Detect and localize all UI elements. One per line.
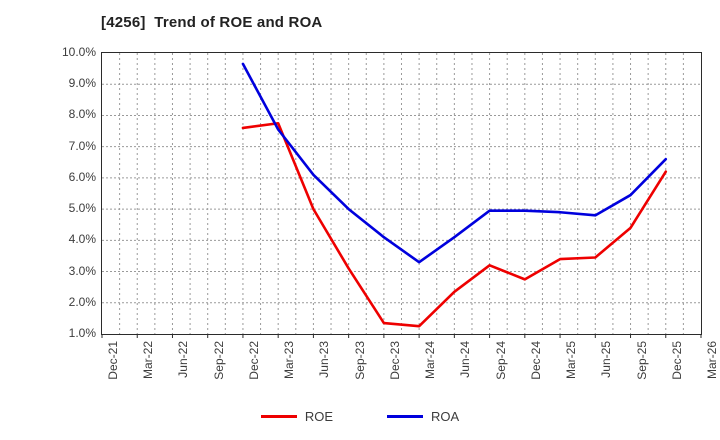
x-axis-tick-label: Dec-21 [106, 341, 120, 380]
x-axis-tick-label: Mar-26 [705, 341, 719, 380]
x-axis-tick-label: Sep-23 [352, 341, 367, 380]
y-axis-tick-label: 10.0% [61, 45, 96, 59]
legend-item-roa[interactable]: ROA [387, 409, 459, 424]
data-series-layer [241, 62, 668, 328]
x-axis-tick-label: Mar-22 [141, 341, 156, 380]
series-line-roa [241, 62, 668, 264]
y-axis-tick-label: 7.0% [68, 138, 96, 153]
x-axis-tick-label: Mar-25 [564, 341, 579, 380]
x-axis-tick-label: Jun-22 [176, 341, 191, 378]
plot-area [101, 52, 702, 338]
x-axis-tick-label: Mar-23 [282, 341, 297, 380]
gridlines [101, 53, 702, 338]
x-axis-tick-label: Jun-23 [317, 341, 332, 378]
chart-title: [4256] Trend of ROE and ROA [101, 14, 323, 31]
chart-legend: ROE ROA [0, 404, 720, 428]
legend-swatch-roe-icon [260, 414, 297, 418]
y-axis-tick-label: 9.0% [68, 76, 96, 91]
y-axis-tick-label: 2.0% [68, 294, 96, 309]
x-axis-tick-label: Sep-24 [493, 341, 508, 380]
x-axis-tick-label: Dec-22 [246, 341, 261, 380]
y-axis-tick-label: 5.0% [68, 201, 96, 216]
x-axis-tick-label: Dec-24 [528, 341, 543, 380]
y-axis-tick-label: 1.0% [68, 326, 96, 340]
x-axis-tick-label: Sep-25 [634, 341, 649, 380]
x-axis-tick-label: Jun-24 [458, 341, 473, 378]
y-axis: 10.0% 9.0% 8.0% 7.0% 6.0% 5.0% 4.0% 3.0% 2.0% 1.0… [0, 0, 96, 440]
x-axis-tick-label: Dec-25 [669, 341, 684, 380]
y-axis-tick-label: 4.0% [68, 232, 96, 247]
legend-label: ROE [304, 408, 333, 424]
y-axis-tick-label: 8.0% [68, 107, 96, 122]
legend-item-roe[interactable]: ROE [260, 408, 333, 424]
legend-swatch-roa-icon [387, 414, 423, 418]
y-axis-tick-label: 6.0% [68, 169, 96, 184]
x-axis-tick-label: Dec-23 [387, 341, 402, 380]
x-axis-tick-label: Jun-25 [599, 341, 614, 378]
x-axis-tick-label: Sep-22 [211, 341, 226, 380]
series-line-roe [241, 121, 668, 328]
legend-label: ROA [431, 408, 460, 424]
x-axis-tick-label: Mar-24 [423, 341, 438, 380]
y-axis-tick-label: 3.0% [68, 263, 96, 278]
